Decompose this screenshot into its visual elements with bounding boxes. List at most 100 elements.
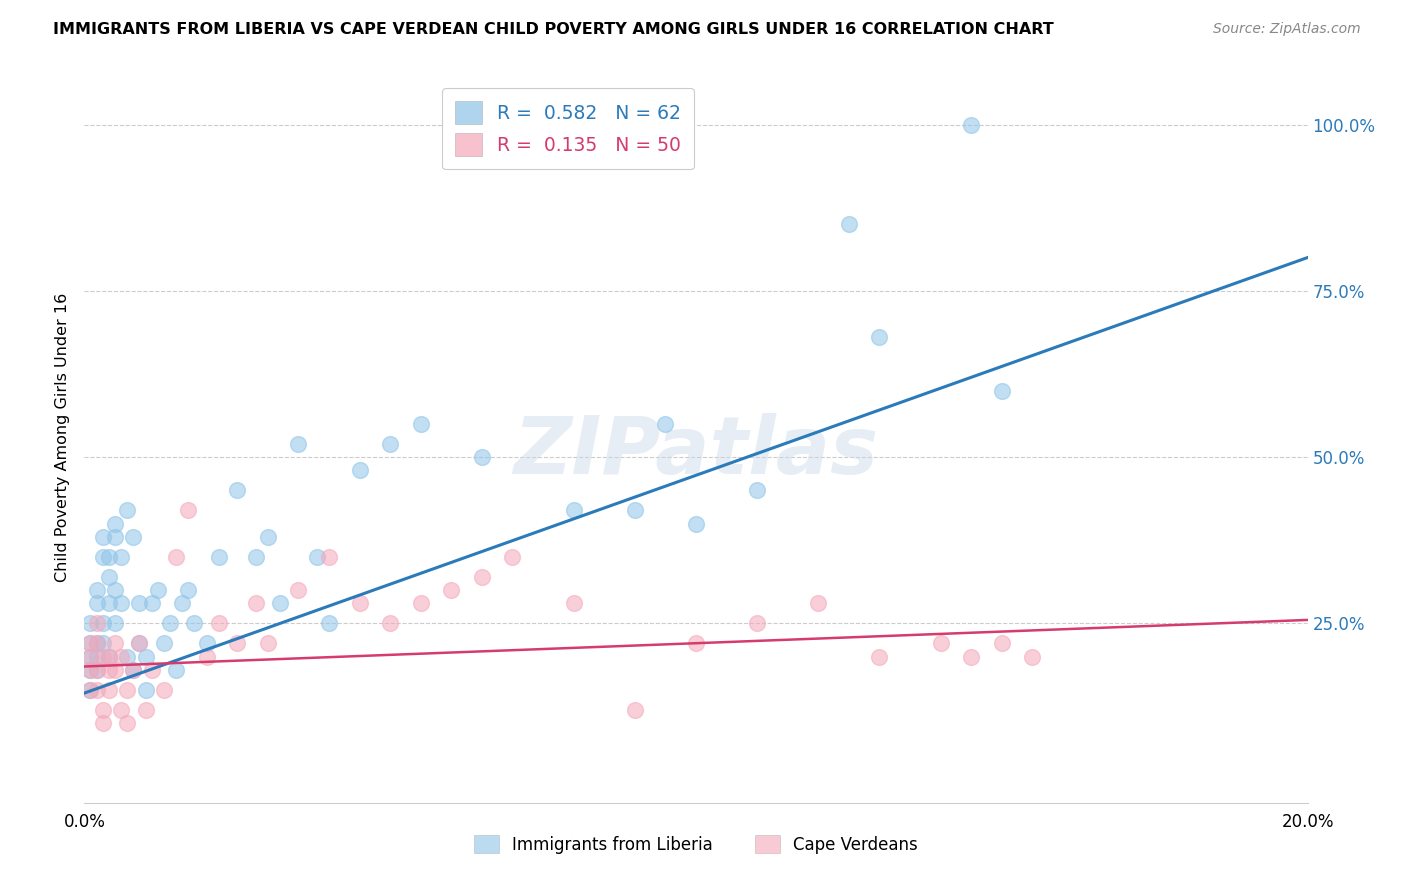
Point [159,616,181,631]
Point [960,118,983,132]
Point [991,636,1014,650]
Point [153,636,176,650]
Point [349,596,371,610]
Point [807,596,830,610]
Point [991,384,1014,398]
Point [287,436,309,450]
Point [146,582,169,597]
Point [440,582,463,597]
Point [97,649,120,664]
Point [115,682,138,697]
Point [128,596,150,610]
Point [122,530,145,544]
Point [79,682,101,697]
Point [104,582,127,597]
Point [153,682,176,697]
Point [79,616,101,631]
Point [747,616,769,631]
Text: Source: ZipAtlas.com: Source: ZipAtlas.com [1213,22,1361,37]
Point [86,682,108,697]
Point [562,503,585,517]
Point [747,483,769,498]
Point [257,636,280,650]
Point [110,596,132,610]
Point [195,636,218,650]
Point [97,549,120,564]
Point [165,663,187,677]
Point [86,616,108,631]
Point [86,636,108,650]
Point [79,663,101,677]
Point [960,649,983,664]
Point [654,417,676,431]
Point [91,530,114,544]
Point [135,682,157,697]
Point [79,636,101,650]
Point [97,663,120,677]
Point [318,616,340,631]
Point [104,516,127,531]
Point [562,596,585,610]
Point [97,570,120,584]
Point [86,636,108,650]
Point [110,649,132,664]
Point [409,596,432,610]
Point [624,503,647,517]
Point [86,649,108,664]
Point [104,530,127,544]
Point [502,549,524,564]
Point [1021,649,1043,664]
Point [91,716,114,731]
Point [838,217,860,231]
Point [172,596,194,610]
Point [195,649,218,664]
Point [624,703,647,717]
Point [318,549,340,564]
Point [141,596,163,610]
Point [287,582,309,597]
Point [86,663,108,677]
Point [208,549,231,564]
Y-axis label: Child Poverty Among Girls Under 16: Child Poverty Among Girls Under 16 [55,293,70,582]
Point [226,483,249,498]
Point [177,582,200,597]
Point [869,330,891,344]
Point [115,716,138,731]
Point [79,649,101,664]
Point [208,616,231,631]
Point [380,436,402,450]
Point [91,703,114,717]
Point [86,596,108,610]
Point [165,549,187,564]
Point [685,636,707,650]
Point [86,663,108,677]
Point [104,636,127,650]
Point [122,663,145,677]
Text: ZIPatlas: ZIPatlas [513,413,879,491]
Point [79,663,101,677]
Point [97,596,120,610]
Point [177,503,200,517]
Point [128,636,150,650]
Point [110,703,132,717]
Point [141,663,163,677]
Point [471,450,494,464]
Point [104,663,127,677]
Point [226,636,249,650]
Point [349,463,371,477]
Point [79,649,101,664]
Point [471,570,494,584]
Point [245,596,267,610]
Point [122,663,145,677]
Point [91,549,114,564]
Point [269,596,291,610]
Point [929,636,952,650]
Point [86,582,108,597]
Legend: Immigrants from Liberia, Cape Verdeans: Immigrants from Liberia, Cape Verdeans [467,829,925,860]
Point [305,549,328,564]
Point [91,616,114,631]
Point [257,530,280,544]
Point [869,649,891,664]
Text: IMMIGRANTS FROM LIBERIA VS CAPE VERDEAN CHILD POVERTY AMONG GIRLS UNDER 16 CORRE: IMMIGRANTS FROM LIBERIA VS CAPE VERDEAN … [53,22,1054,37]
Point [110,549,132,564]
